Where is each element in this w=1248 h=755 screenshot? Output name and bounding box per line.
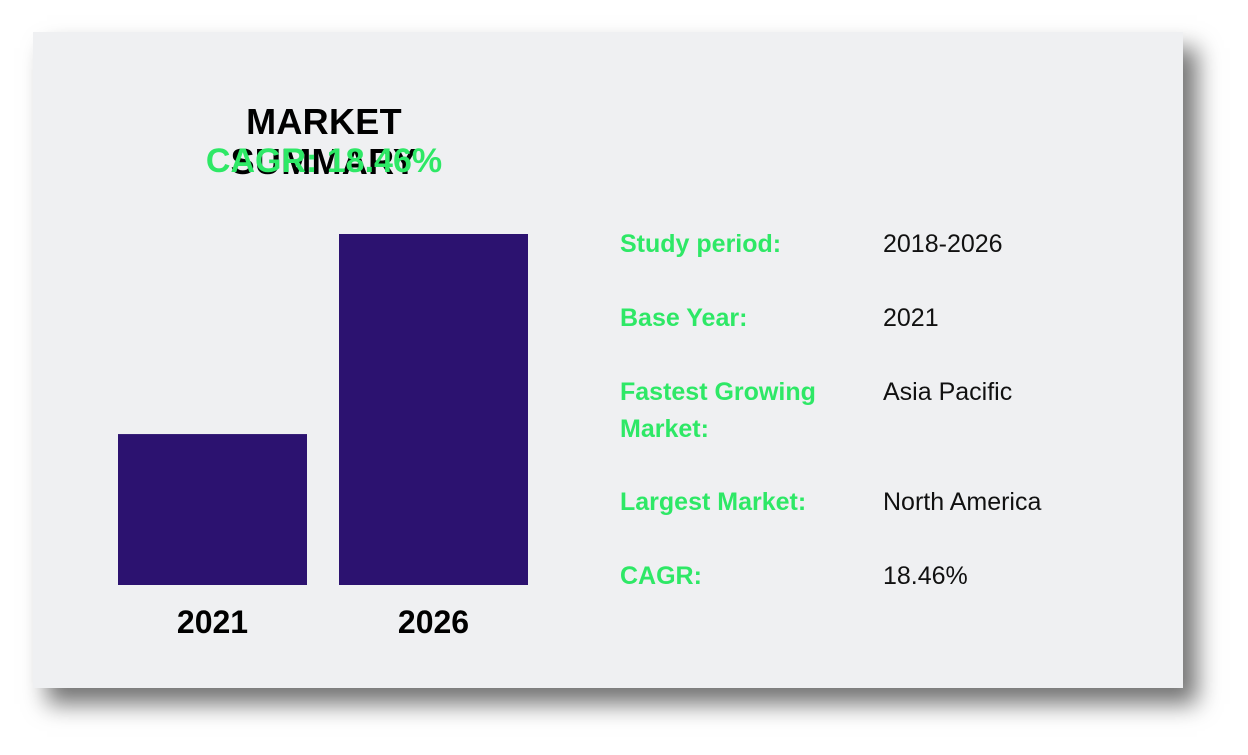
- x-tick-label-2026: 2026: [398, 604, 469, 640]
- info-value-study-period: 2018-2026: [883, 230, 1003, 258]
- x-tick-label-2021: 2021: [177, 604, 248, 640]
- x-tick-labels-group: 2021 2026: [177, 604, 469, 640]
- info-label-base-year: Base Year:: [620, 304, 748, 332]
- chart-title: MARKET SUMMARY: [230, 101, 418, 182]
- cagr-subtitle: CAGR: 18.46%: [205, 142, 443, 180]
- info-label-study-period: Study period:: [620, 230, 782, 258]
- info-label-fastest-growing: Fastest Growing Market:: [620, 378, 816, 443]
- info-value-base-year: 2021: [883, 304, 939, 332]
- info-value-fastest-growing: Asia Pacific: [883, 378, 1013, 406]
- market-bar-chart: 2021 2026: [118, 234, 528, 640]
- bar-2026: [339, 234, 528, 585]
- bars-group: [118, 234, 528, 585]
- market-summary-card: MARKET SUMMARY CAGR: 18.46% 2021 2026 Stu…: [33, 32, 1183, 688]
- info-label-cagr: CAGR:: [620, 562, 702, 590]
- bar-2021: [118, 434, 307, 585]
- info-value-largest-market: North America: [883, 488, 1042, 516]
- info-value-cagr: 18.46%: [883, 562, 968, 590]
- info-label-largest-market: Largest Market:: [620, 488, 807, 516]
